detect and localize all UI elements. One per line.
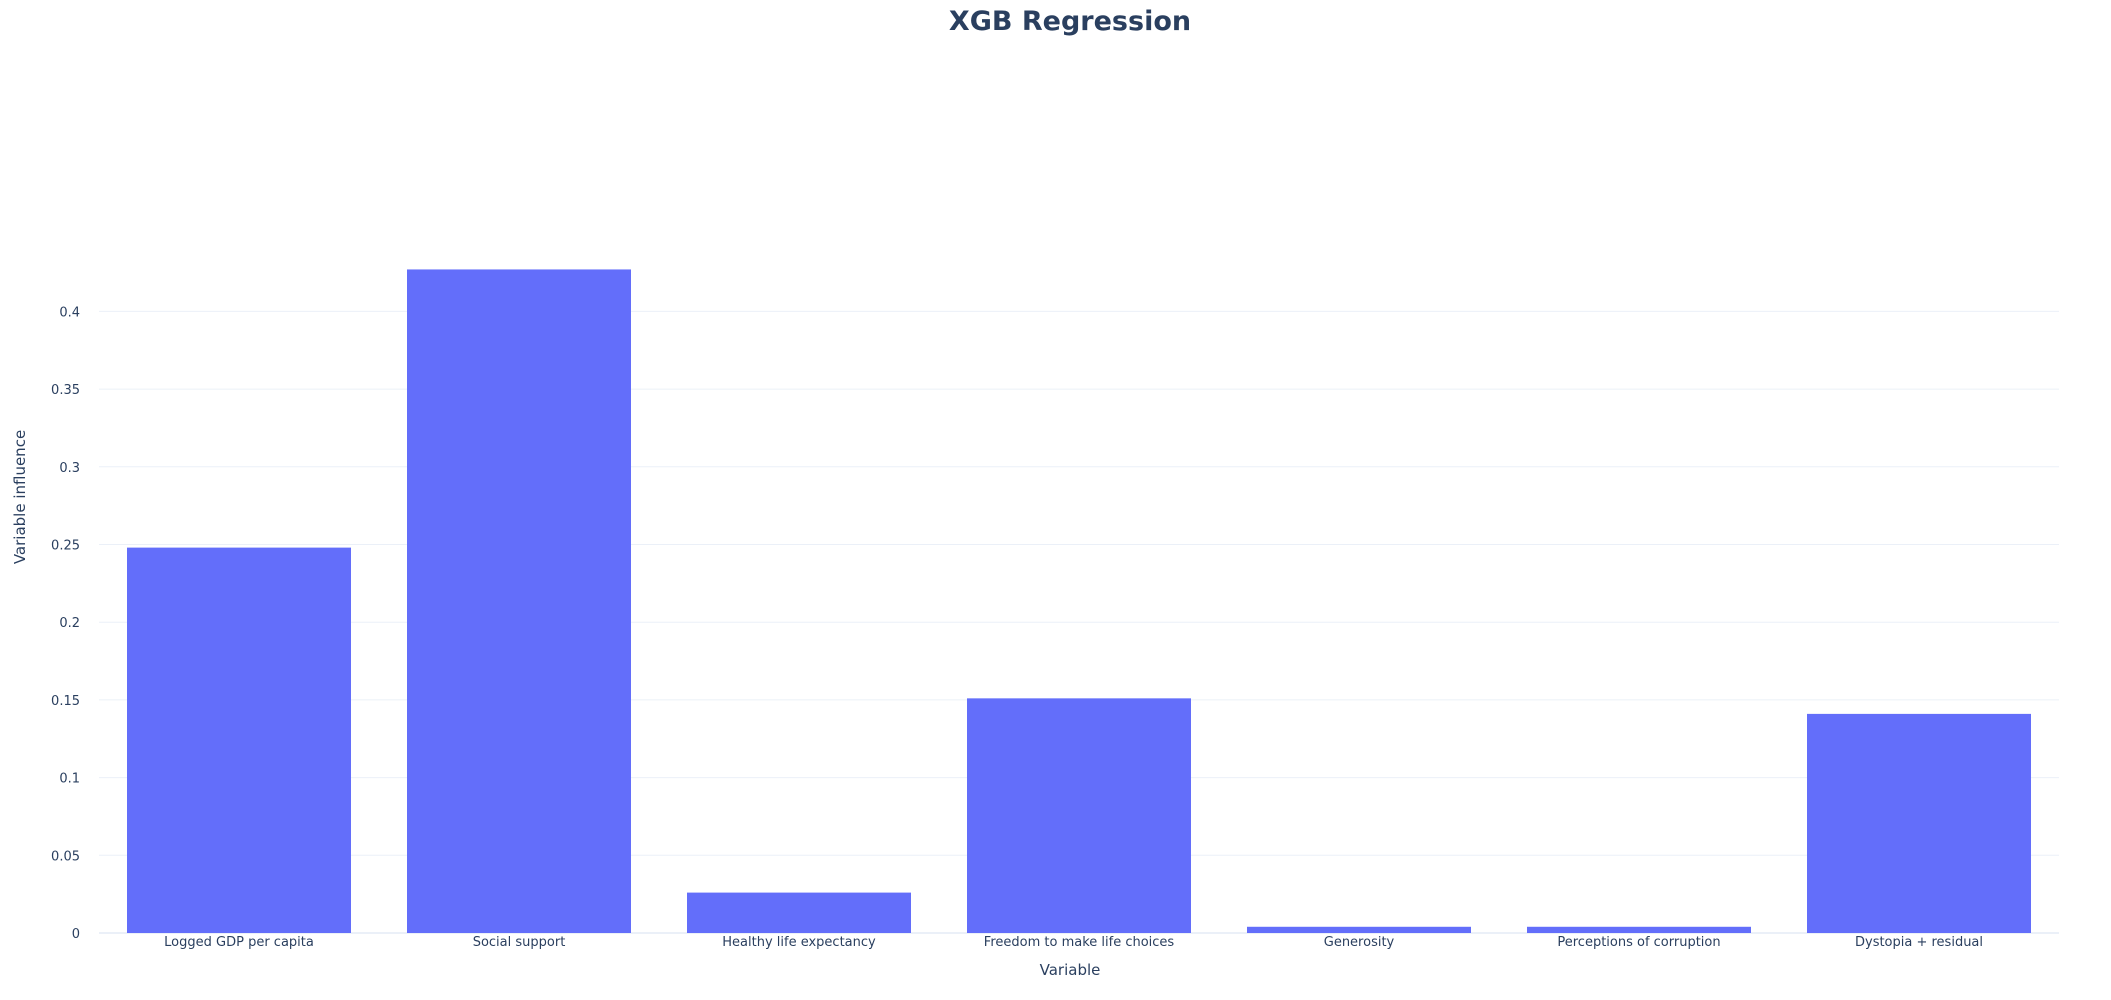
y-tick-label: 0.4 — [59, 305, 80, 320]
y-tick-label: 0.3 — [59, 461, 80, 476]
x-tick-label: Freedom to make life choices — [984, 935, 1175, 950]
y-tick-label: 0.2 — [59, 616, 80, 631]
x-tick-label: Generosity — [1324, 935, 1395, 950]
chart-title: XGB Regression — [949, 6, 1191, 37]
y-axis-ticks: 0 0.05 0.1 0.15 0.2 0.25 0.3 0.35 0.4 — [51, 305, 80, 942]
y-tick-label: 0 — [72, 927, 80, 942]
bar[interactable] — [1807, 713, 2031, 933]
bar[interactable] — [1527, 926, 1751, 933]
y-tick-label: 0.15 — [51, 694, 80, 709]
y-tick-label: 0.25 — [51, 539, 80, 554]
bar[interactable] — [407, 269, 631, 933]
x-tick-label: Perceptions of corruption — [1557, 935, 1720, 950]
x-tick-label: Logged GDP per capita — [164, 935, 314, 950]
x-tick-label: Healthy life expectancy — [722, 935, 876, 950]
bar[interactable] — [1247, 926, 1471, 933]
x-axis-title: Variable — [1040, 961, 1101, 979]
x-axis-ticks: Logged GDP per capita Social support Healt… — [164, 935, 1983, 950]
x-tick-label: Dystopia + residual — [1855, 935, 1983, 950]
bar[interactable] — [967, 698, 1191, 933]
bar[interactable] — [127, 547, 351, 933]
y-tick-label: 0.1 — [59, 772, 80, 787]
bars — [127, 269, 2031, 933]
bar[interactable] — [687, 892, 911, 933]
y-tick-label: 0.35 — [51, 383, 80, 398]
y-tick-label: 0.05 — [51, 849, 80, 864]
x-tick-label: Social support — [473, 935, 566, 950]
y-axis-title: Variable influence — [11, 430, 29, 564]
